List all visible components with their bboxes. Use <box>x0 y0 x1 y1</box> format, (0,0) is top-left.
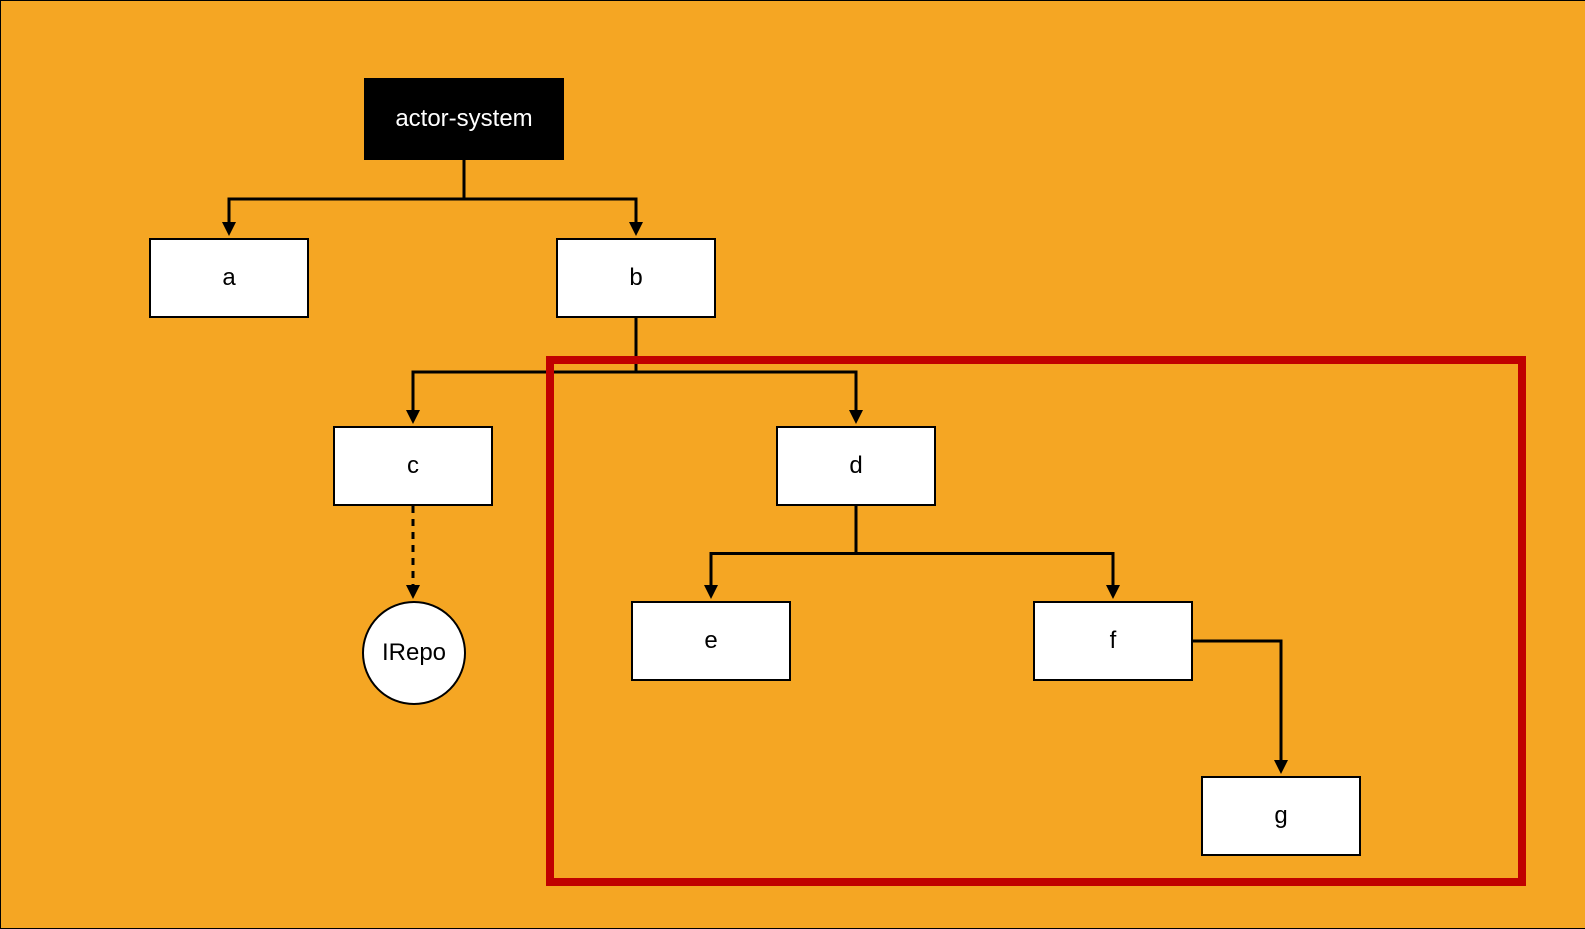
node-label: c <box>407 452 419 480</box>
edge <box>229 160 464 224</box>
node-label: a <box>222 264 235 292</box>
edge <box>464 160 636 224</box>
diagram-canvas: actor-system a b c d e f g IRepo <box>0 0 1585 929</box>
node-label: actor-system <box>395 105 532 133</box>
node-label: b <box>629 264 642 292</box>
node-actor-system: actor-system <box>364 78 564 160</box>
node-b: b <box>556 238 716 318</box>
highlight-box <box>546 356 1526 886</box>
node-irepo: IRepo <box>362 601 466 705</box>
node-a: a <box>149 238 309 318</box>
node-label: IRepo <box>382 639 446 667</box>
node-c: c <box>333 426 493 506</box>
